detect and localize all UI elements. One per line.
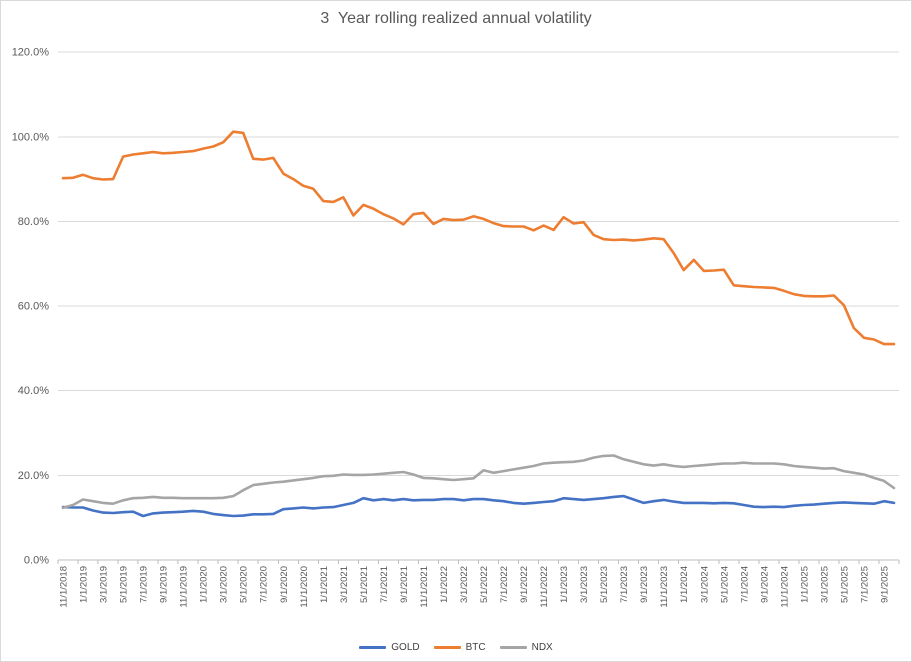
y-axis-tick-label: 100.0% [12, 131, 50, 143]
legend-swatch-ndx [499, 646, 527, 649]
x-axis-tick-label: 7/1/2025 [859, 566, 870, 603]
x-axis-tick-label: 11/1/2021 [419, 566, 430, 608]
x-axis-tick-label: 9/1/2020 [279, 566, 290, 603]
x-axis-tick-label: 9/1/2024 [759, 566, 770, 603]
x-axis-tick-label: 9/1/2021 [399, 566, 410, 603]
x-axis-tick-label: 7/1/2022 [499, 566, 510, 603]
x-axis-tick-label: 1/1/2019 [79, 566, 90, 603]
x-axis-tick-label: 11/1/2023 [659, 566, 670, 608]
x-axis-tick-label: 9/1/2019 [159, 566, 170, 603]
x-axis-tick-label: 1/1/2020 [199, 566, 210, 603]
x-axis-tick-label: 9/1/2023 [639, 566, 650, 603]
x-axis-tick-label: 3/1/2020 [219, 566, 230, 603]
x-axis-tick-label: 1/1/2021 [319, 566, 330, 603]
series-line-btc [61, 130, 896, 346]
x-axis-tick-label: 3/1/2023 [579, 566, 590, 603]
legend-label: GOLD [391, 642, 420, 653]
x-axis-tick-label: 11/1/2020 [299, 566, 310, 608]
x-axis-tick-label: 11/1/2022 [539, 566, 550, 608]
y-axis-tick-label: 80.0% [18, 216, 49, 228]
x-axis-tick-label: 5/1/2024 [719, 566, 730, 603]
x-axis-tick-label: 1/1/2022 [439, 566, 450, 603]
x-axis-tick-label: 3/1/2021 [339, 566, 350, 603]
legend-label: BTC [465, 642, 486, 653]
x-axis-tick-label: 3/1/2024 [699, 566, 710, 603]
x-axis-tick-label: 1/1/2025 [799, 566, 810, 603]
x-axis-tick-label: 11/1/2018 [59, 566, 70, 608]
x-axis-tick-label: 11/1/2019 [179, 566, 190, 608]
chart-title: 3 Year rolling realized annual volatilit… [320, 10, 592, 27]
x-axis-tick-label: 7/1/2021 [379, 566, 390, 603]
x-axis-tick-label: 5/1/2019 [119, 566, 130, 603]
y-axis-tick-label: 40.0% [18, 385, 49, 397]
legend-item-gold[interactable]: GOLD [359, 642, 420, 653]
x-axis-tick-label: 7/1/2023 [619, 566, 630, 603]
x-axis-tick-label: 7/1/2019 [139, 566, 150, 603]
x-axis-tick-label: 3/1/2019 [99, 566, 110, 603]
x-axis-tick-label: 7/1/2020 [259, 566, 270, 603]
legend: GOLD BTC NDX [1, 642, 911, 653]
legend-swatch-btc [433, 646, 461, 649]
x-axis-tick-label: 1/1/2024 [679, 566, 690, 603]
y-axis-tick-label: 120.0% [12, 47, 50, 59]
legend-item-ndx[interactable]: NDX [499, 642, 553, 653]
y-axis-tick-label: 60.0% [18, 301, 49, 313]
y-axis-tick-label: 0.0% [24, 555, 49, 567]
x-axis-tick-label: 5/1/2020 [239, 566, 250, 603]
legend-item-btc[interactable]: BTC [433, 642, 486, 653]
series-line-gold [61, 494, 896, 518]
y-axis-tick-label: 20.0% [18, 470, 49, 482]
x-axis-tick-label: 5/1/2023 [599, 566, 610, 603]
x-axis-tick-label: 5/1/2025 [839, 566, 850, 603]
x-axis-tick-label: 1/1/2023 [559, 566, 570, 603]
x-axis-tick-label: 3/1/2022 [459, 566, 470, 603]
legend-swatch-gold [359, 646, 387, 649]
x-axis-tick-label: 9/1/2025 [879, 566, 890, 603]
x-axis-tick-label: 5/1/2021 [359, 566, 370, 603]
x-axis-tick-label: 5/1/2022 [479, 566, 490, 603]
x-axis-tick-label: 3/1/2025 [819, 566, 830, 603]
x-axis-tick-label: 11/1/2024 [779, 566, 790, 608]
legend-label: NDX [531, 642, 553, 653]
series-line-ndx [61, 454, 896, 510]
x-axis-tick-label: 7/1/2024 [739, 566, 750, 603]
x-axis-tick-label: 9/1/2022 [519, 566, 530, 603]
